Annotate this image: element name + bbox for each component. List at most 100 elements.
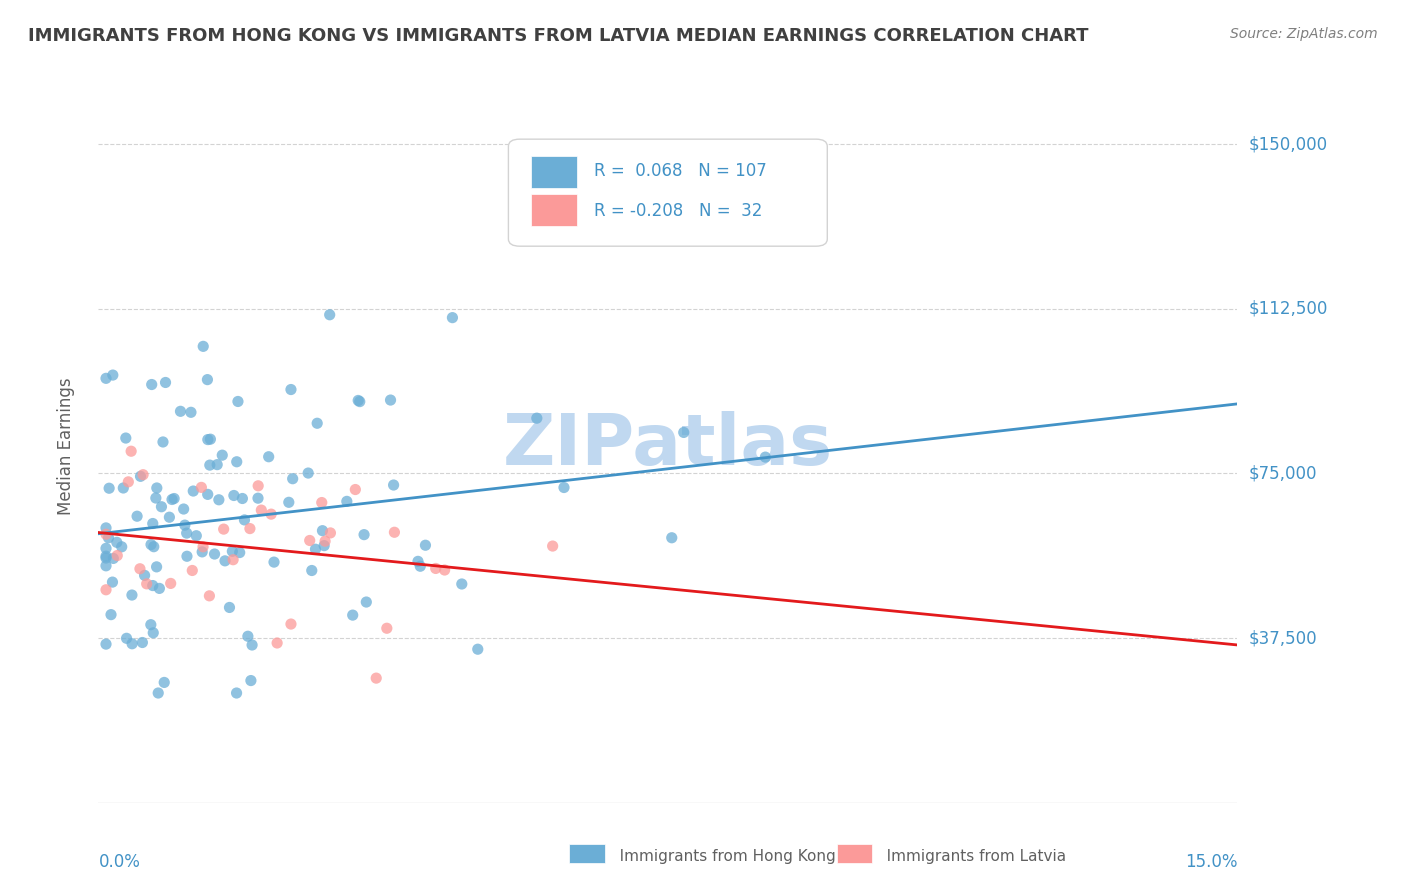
- Point: [240, 638, 263, 652]
- Point: [198, 589, 221, 603]
- Point: [105, 535, 128, 549]
- Point: [197, 433, 219, 447]
- Point: [198, 458, 221, 472]
- Point: [121, 637, 143, 651]
- Point: [236, 629, 259, 643]
- Text: $112,500: $112,500: [1249, 300, 1327, 318]
- Point: [225, 455, 247, 469]
- Point: [169, 404, 191, 418]
- Point: [672, 425, 695, 440]
- Point: [311, 524, 333, 538]
- Point: [98, 481, 121, 495]
- Point: [226, 394, 249, 409]
- Point: [176, 549, 198, 564]
- Point: [239, 522, 262, 536]
- Point: [661, 531, 683, 545]
- Point: [197, 373, 219, 387]
- Point: [197, 487, 219, 501]
- Point: [180, 405, 202, 419]
- Point: [526, 411, 548, 425]
- Point: [218, 600, 240, 615]
- Point: [277, 495, 299, 509]
- Point: [163, 491, 186, 506]
- Point: [344, 483, 367, 497]
- Point: [415, 538, 437, 552]
- Point: [157, 510, 180, 524]
- Point: [342, 608, 364, 623]
- Point: [150, 500, 173, 514]
- Point: [433, 563, 456, 577]
- Point: [425, 561, 447, 575]
- Point: [94, 527, 117, 541]
- Y-axis label: Median Earnings: Median Earnings: [56, 377, 75, 515]
- Point: [112, 481, 135, 495]
- Point: [225, 686, 247, 700]
- Point: [553, 481, 575, 495]
- Point: [94, 521, 117, 535]
- Point: [205, 458, 228, 472]
- Point: [152, 434, 174, 449]
- Text: $150,000: $150,000: [1249, 135, 1327, 153]
- Point: [134, 568, 156, 582]
- Point: [176, 526, 198, 541]
- Text: 15.0%: 15.0%: [1185, 853, 1237, 871]
- Point: [139, 537, 162, 551]
- Point: [142, 625, 165, 640]
- Point: [307, 417, 329, 431]
- Text: ZIPatlas: ZIPatlas: [503, 411, 832, 481]
- Point: [186, 529, 208, 543]
- Point: [111, 540, 134, 554]
- Point: [142, 540, 165, 554]
- Point: [214, 554, 236, 568]
- Text: Immigrants from Hong Kong: Immigrants from Hong Kong: [605, 849, 835, 863]
- Point: [97, 531, 120, 545]
- Point: [319, 525, 342, 540]
- Point: [101, 575, 124, 590]
- Point: [135, 577, 157, 591]
- Bar: [569, 844, 605, 863]
- Point: [139, 617, 162, 632]
- Point: [233, 513, 256, 527]
- Point: [366, 671, 388, 685]
- Point: [103, 551, 125, 566]
- Point: [145, 491, 167, 505]
- Point: [382, 478, 405, 492]
- Point: [146, 481, 169, 495]
- Point: [173, 502, 195, 516]
- Point: [191, 540, 214, 554]
- Point: [406, 554, 429, 568]
- Point: [375, 621, 398, 635]
- Point: [228, 545, 250, 559]
- Point: [384, 525, 406, 540]
- Point: [208, 492, 231, 507]
- Point: [221, 544, 243, 558]
- Bar: [531, 155, 576, 187]
- Bar: [531, 194, 576, 227]
- Point: [155, 376, 177, 390]
- Point: [127, 509, 149, 524]
- Point: [314, 539, 336, 553]
- Point: [441, 310, 464, 325]
- Point: [94, 371, 117, 385]
- Point: [148, 582, 170, 596]
- Point: [281, 472, 304, 486]
- Text: $37,500: $37,500: [1249, 629, 1317, 647]
- Point: [297, 466, 319, 480]
- Point: [211, 448, 233, 462]
- Point: [94, 551, 117, 566]
- Point: [142, 578, 165, 592]
- Point: [247, 479, 270, 493]
- Point: [260, 507, 283, 521]
- Point: [467, 642, 489, 657]
- Point: [247, 491, 270, 506]
- Point: [115, 632, 138, 646]
- Text: Source: ZipAtlas.com: Source: ZipAtlas.com: [1230, 27, 1378, 41]
- Point: [349, 394, 371, 409]
- Point: [193, 339, 215, 353]
- Point: [101, 368, 124, 382]
- Point: [141, 377, 163, 392]
- Point: [100, 607, 122, 622]
- Point: [239, 673, 262, 688]
- Point: [541, 539, 564, 553]
- Point: [222, 488, 245, 502]
